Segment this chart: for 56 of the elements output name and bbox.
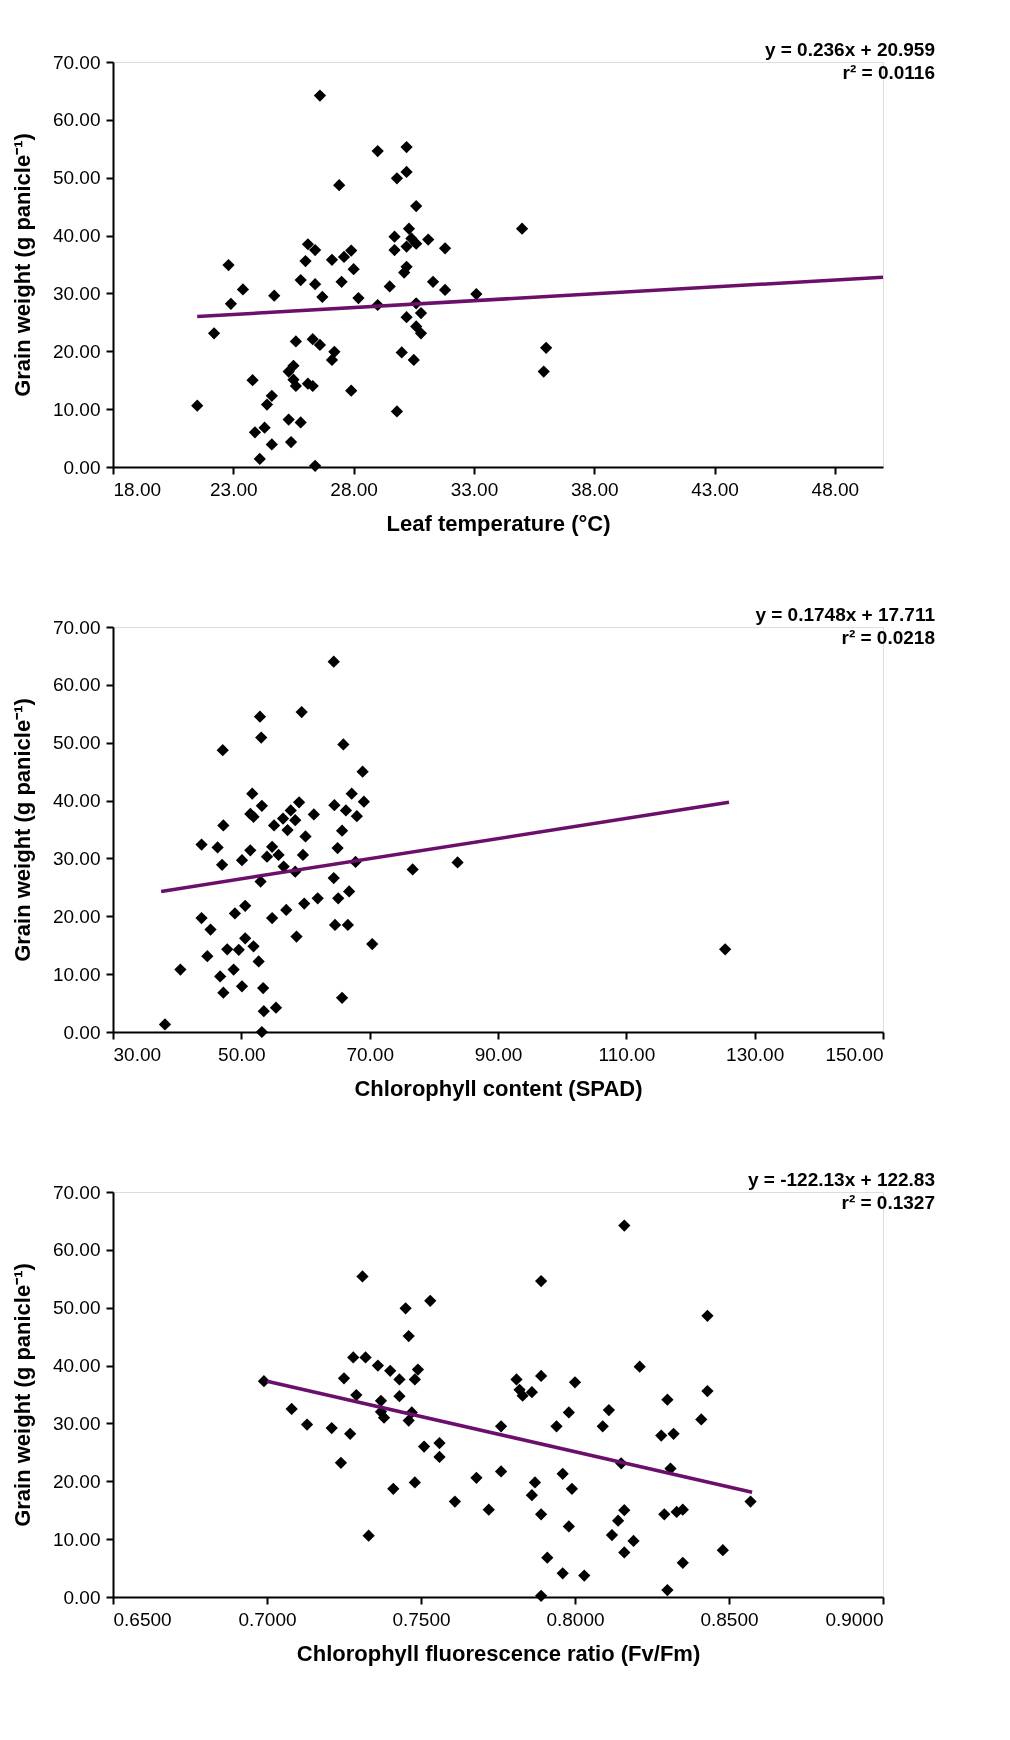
x-tick-label: 38.00: [570, 478, 619, 500]
y-tick-label: 60.00: [52, 674, 101, 696]
y-tick-label: 40.00: [52, 1355, 101, 1377]
y-tick-label: 20.00: [52, 340, 101, 362]
y-tick-label: 40.00: [52, 790, 101, 812]
y-axis-title: Grain weight (g panicle⁻¹): [9, 698, 35, 962]
x-axis-title: Chlorophyll content (SPAD): [354, 1075, 643, 1101]
y-tick-label: 30.00: [52, 847, 101, 869]
y-tick-label: 70.00: [52, 616, 101, 638]
x-axis-title: Chlorophyll fluorescence ratio (Fv/Fm): [296, 1640, 701, 1666]
y-tick-label: 50.00: [52, 732, 101, 754]
y-tick-label: 30.00: [52, 1412, 101, 1434]
y-tick-label: 0.00: [63, 456, 101, 478]
y-tick-label: 10.00: [52, 1528, 101, 1550]
x-tick-label: 150.00: [825, 1043, 884, 1065]
y-axis-title: Grain weight (g panicle⁻¹): [9, 133, 35, 397]
annotation: r² = 0.0218: [841, 627, 935, 648]
text: y = 0.1748x + 17.711: [755, 604, 936, 625]
y-tick-label: 10.00: [52, 963, 101, 985]
annotation: r² = 0.1327: [841, 1192, 935, 1213]
y-tick-label: 0.00: [63, 1021, 101, 1043]
y-tick-label: 60.00: [52, 1239, 101, 1261]
x-tick-label: 70.00: [346, 1043, 394, 1065]
y-tick-label: 20.00: [52, 905, 101, 927]
y-axis-title: Grain weight (g panicle⁻¹): [9, 1263, 35, 1527]
text: y = 0.236x + 20.959: [764, 39, 935, 60]
x-tick-label: 130.00: [726, 1043, 785, 1065]
y-tick-label: 50.00: [52, 1297, 101, 1319]
x-tick-label: 110.00: [598, 1043, 656, 1065]
y-tick-label: 70.00: [52, 51, 101, 73]
x-tick-label: 23.00: [210, 478, 258, 500]
x-tick-label: 48.00: [811, 478, 860, 500]
x-tick-label: 0.8000: [546, 1608, 605, 1630]
y-tick-label: 40.00: [52, 225, 101, 247]
x-tick-label: 43.00: [691, 478, 739, 500]
x-tick-label: 0.9000: [825, 1608, 884, 1630]
x-tick-label: 0.6500: [113, 1608, 172, 1630]
x-tick-label: 0.8500: [700, 1608, 759, 1630]
x-axis-title: Leaf temperature (°C): [386, 510, 611, 536]
y-tick-label: 50.00: [52, 167, 101, 189]
x-tick-label: 18.00: [113, 478, 162, 500]
x-tick-label: 50.00: [218, 1043, 266, 1065]
y-tick-label: 70.00: [52, 1181, 101, 1203]
y-tick-label: 60.00: [52, 109, 101, 131]
x-tick-label: 0.7500: [392, 1608, 451, 1630]
x-tick-label: 0.7000: [238, 1608, 297, 1630]
y-tick-label: 20.00: [52, 1470, 101, 1492]
y-tick-label: 0.00: [63, 1586, 101, 1608]
x-tick-label: 28.00: [330, 478, 378, 500]
annotation: r² = 0.0116: [842, 62, 935, 83]
x-tick-label: 33.00: [450, 478, 499, 500]
y-tick-label: 30.00: [52, 282, 101, 304]
y-tick-label: 10.00: [52, 398, 101, 420]
x-tick-label: 30.00: [113, 1043, 162, 1065]
text: y = -122.13x + 122.83: [748, 1169, 935, 1190]
x-tick-label: 90.00: [474, 1043, 523, 1065]
